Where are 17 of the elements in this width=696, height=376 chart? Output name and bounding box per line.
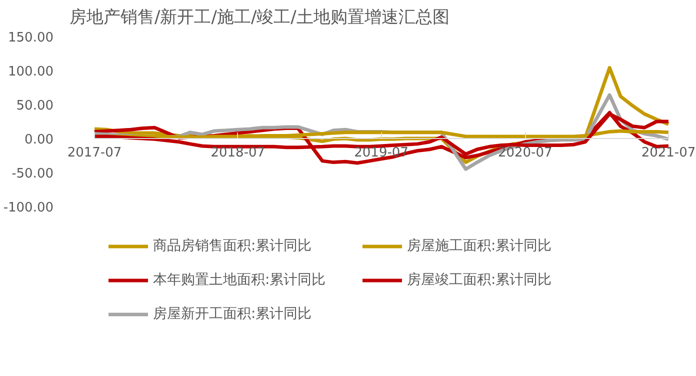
legend-label: 房屋新开工面积:累计同比 [153,305,313,324]
legend-label: 商品房销售面积:累计同比 [153,237,313,256]
x-tick-label: 2019-07 [354,146,408,160]
legend-label: 房屋竣工面积:累计同比 [407,271,553,290]
legend-label: 房屋施工面积:累计同比 [407,237,553,256]
x-tick-label: 2018-07 [210,146,266,160]
chart-title: 房地产销售/新开工/施工/竣工/土地购置增速汇总图 [70,8,450,28]
y-tick-label: 150.00 [8,30,54,46]
x-tick-label: 2021-07 [641,146,696,160]
x-tick-label: 2020-07 [498,146,552,160]
y-tick-label: 100.00 [8,64,54,80]
y-tick-label: 0.00 [24,132,54,148]
y-tick-label: -100.00 [3,200,54,216]
y-tick-label: -50.00 [12,166,54,182]
x-tick-label: 2017-07 [67,146,122,160]
y-tick-label: 50.00 [16,98,54,114]
legend-label: 本年购置土地面积:累计同比 [153,271,327,290]
